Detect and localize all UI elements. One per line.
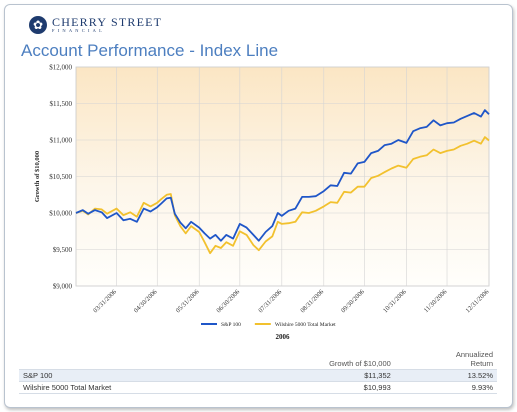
row-name: S&P 100 bbox=[19, 369, 237, 382]
series-line bbox=[75, 109, 490, 242]
y-tick-label: $11,500 bbox=[50, 100, 73, 108]
x-tick-label: 12/31/2006 bbox=[465, 288, 491, 314]
series-line bbox=[75, 136, 490, 255]
table-row: S&P 100 $11,352 13.52% bbox=[19, 369, 497, 382]
brand-name: CHERRY STREET bbox=[52, 15, 163, 30]
x-tick-label: 04/30/2006 bbox=[133, 288, 159, 314]
row-growth: $11,352 bbox=[236, 369, 395, 382]
y-tick-label: $10,500 bbox=[49, 173, 72, 181]
x-tick-label: 03/31/2006 bbox=[92, 288, 118, 314]
legend-label: Wilshire 5000 Total Market bbox=[275, 322, 336, 328]
y-axis-title: Growth of $10,000 bbox=[34, 151, 41, 202]
y-tick-label: $12,000 bbox=[49, 64, 72, 72]
row-return: 13.52% bbox=[394, 369, 497, 382]
x-tick-label: 11/30/2006 bbox=[423, 288, 449, 314]
summary-table: Growth of $10,000 Annualized Return S&P … bbox=[19, 350, 497, 395]
y-tick-label: $10,000 bbox=[49, 210, 72, 218]
page-title: Account Performance - Index Line bbox=[21, 41, 279, 60]
header-return-line2: Return bbox=[470, 358, 493, 368]
header-name bbox=[19, 350, 237, 370]
legend-label: S&P 100 bbox=[221, 322, 241, 328]
row-growth: $10,993 bbox=[236, 381, 395, 395]
table-row: Wilshire 5000 Total Market $10,993 9.93% bbox=[19, 381, 497, 395]
x-axis-title: 2006 bbox=[276, 333, 291, 341]
x-tick-label: 07/31/2006 bbox=[257, 288, 283, 314]
header-growth: Growth of $10,000 bbox=[329, 358, 391, 368]
flower-icon bbox=[29, 16, 47, 34]
x-tick-label: 09/30/2006 bbox=[340, 288, 366, 314]
y-tick-label: $9,000 bbox=[53, 283, 73, 291]
y-tick-label: $11,000 bbox=[50, 137, 73, 145]
summary-header-row: Growth of $10,000 Annualized Return bbox=[19, 350, 497, 370]
row-return: 9.93% bbox=[394, 381, 497, 395]
performance-line-chart: $9,000 $9,500 $10,000 $10,500 $11,000 $11,500… bbox=[34, 64, 491, 342]
chart-legend: S&P 100 Wilshire 5000 Total Market bbox=[201, 322, 336, 328]
brand-logo: CHERRY STREET FINANCIAL bbox=[29, 14, 162, 36]
x-tick-label: 05/31/2006 bbox=[175, 288, 201, 314]
header-return: Annualized Return bbox=[395, 350, 497, 370]
x-tick-label: 10/31/2006 bbox=[382, 288, 408, 314]
brand-subtitle: FINANCIAL bbox=[52, 28, 106, 34]
y-tick-label: $9,500 bbox=[53, 246, 73, 254]
row-name: Wilshire 5000 Total Market bbox=[19, 381, 237, 395]
x-tick-label: 06/30/2006 bbox=[215, 288, 241, 314]
report-frame: CHERRY STREET FINANCIAL Account Performa… bbox=[4, 4, 513, 408]
header-return-line1: Annualized bbox=[455, 350, 493, 359]
x-tick-label: 08/31/2006 bbox=[299, 288, 325, 314]
